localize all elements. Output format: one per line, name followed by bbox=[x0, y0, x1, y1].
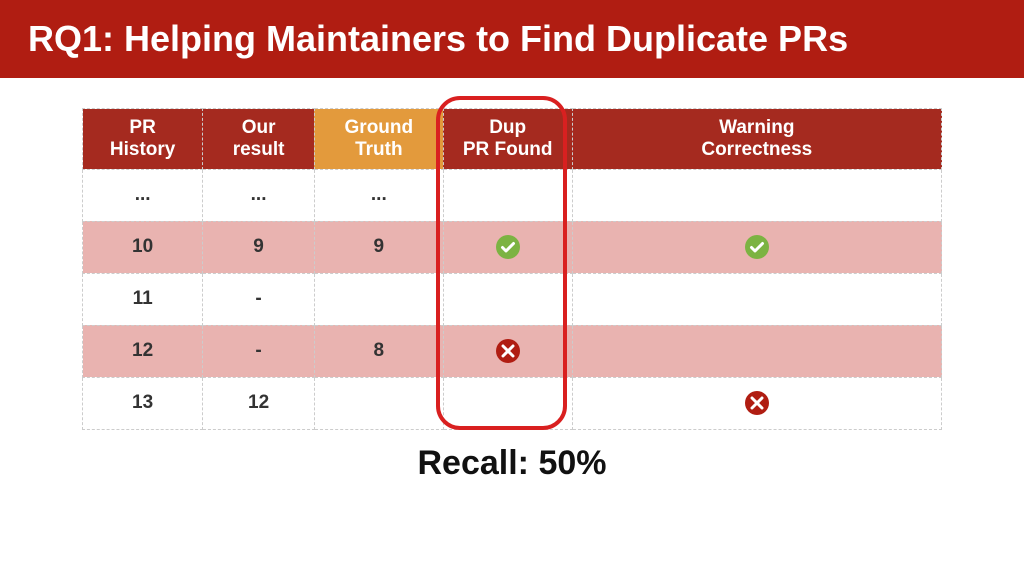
table-cell bbox=[572, 273, 941, 325]
table-head: PRHistoryOurresultGroundTruthDupPR Found… bbox=[83, 109, 942, 170]
table-body: .........109911-12-81312 bbox=[83, 169, 942, 429]
table-cell: - bbox=[203, 273, 315, 325]
page-title: RQ1: Helping Maintainers to Find Duplica… bbox=[28, 18, 996, 60]
table-cell bbox=[443, 169, 572, 221]
table-cell bbox=[314, 273, 443, 325]
col-header-4: WarningCorrectness bbox=[572, 109, 941, 170]
col-header-2: GroundTruth bbox=[314, 109, 443, 170]
table-cell: ... bbox=[203, 169, 315, 221]
recall-label: Recall: 50% bbox=[0, 444, 1024, 483]
table-cell: - bbox=[203, 325, 315, 377]
cross-icon bbox=[745, 391, 769, 415]
table-row: 1312 bbox=[83, 377, 942, 429]
table-cell bbox=[443, 273, 572, 325]
table-row: 1099 bbox=[83, 221, 942, 273]
table-cell bbox=[314, 377, 443, 429]
table-cell bbox=[572, 377, 941, 429]
col-header-1: Ourresult bbox=[203, 109, 315, 170]
table-cell bbox=[572, 221, 941, 273]
cross-icon bbox=[496, 339, 520, 363]
table-cell: 9 bbox=[314, 221, 443, 273]
table-cell: 9 bbox=[203, 221, 315, 273]
table-row: ......... bbox=[83, 169, 942, 221]
check-icon bbox=[745, 235, 769, 259]
table-cell bbox=[443, 377, 572, 429]
header-bar: RQ1: Helping Maintainers to Find Duplica… bbox=[0, 0, 1024, 78]
results-table: PRHistoryOurresultGroundTruthDupPR Found… bbox=[82, 108, 942, 430]
check-icon bbox=[496, 235, 520, 259]
table-cell: 12 bbox=[203, 377, 315, 429]
col-header-0: PRHistory bbox=[83, 109, 203, 170]
table-cell: 11 bbox=[83, 273, 203, 325]
table-cell bbox=[572, 325, 941, 377]
table-cell: ... bbox=[314, 169, 443, 221]
table-row: 11- bbox=[83, 273, 942, 325]
table-cell bbox=[572, 169, 941, 221]
table-cell: 13 bbox=[83, 377, 203, 429]
table-cell bbox=[443, 325, 572, 377]
table-row: 12-8 bbox=[83, 325, 942, 377]
table-cell bbox=[443, 221, 572, 273]
col-header-3: DupPR Found bbox=[443, 109, 572, 170]
table-cell: 8 bbox=[314, 325, 443, 377]
table-cell: 12 bbox=[83, 325, 203, 377]
table-cell: 10 bbox=[83, 221, 203, 273]
table-cell: ... bbox=[83, 169, 203, 221]
results-table-wrap: PRHistoryOurresultGroundTruthDupPR Found… bbox=[82, 108, 942, 430]
